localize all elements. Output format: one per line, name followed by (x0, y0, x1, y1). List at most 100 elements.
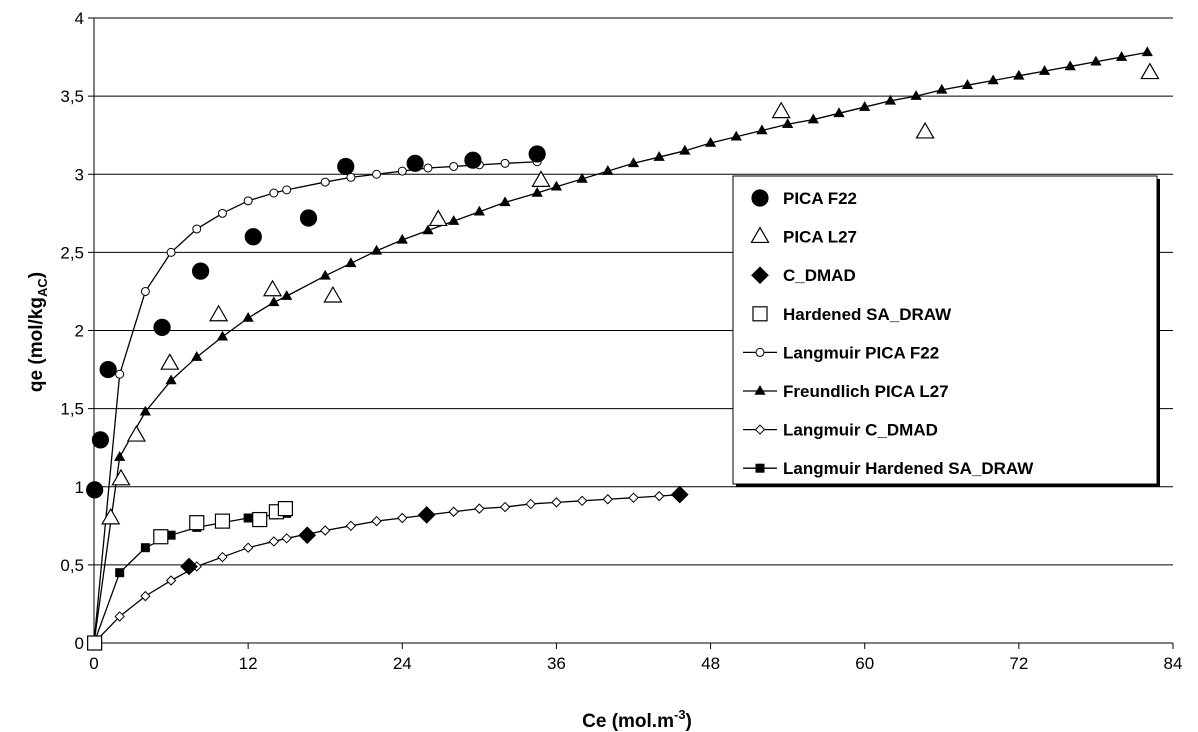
x-tick-label: 12 (239, 654, 258, 673)
data-point (140, 590, 151, 602)
x-axis-title-main: Ce (mol.m (582, 711, 674, 732)
series-line (93, 512, 287, 644)
legend-label: PICA F22 (783, 189, 857, 208)
data-point (550, 180, 563, 191)
y-tick-label: 0,5 (60, 556, 84, 575)
data-point (345, 520, 357, 532)
data-point (525, 498, 536, 510)
data-point (243, 196, 253, 206)
data-point (214, 513, 231, 529)
y-axis-title-subscript: AC (35, 278, 50, 297)
data-point (406, 154, 424, 172)
data-point (166, 247, 176, 257)
x-tick-label: 48 (701, 654, 720, 673)
data-point (165, 374, 177, 385)
data-point (346, 172, 356, 182)
data-point (653, 151, 665, 161)
data-point (244, 228, 262, 246)
y-axis-title-end: ) (26, 272, 47, 278)
series-freundlich-pica-l27 (93, 46, 1153, 644)
legend-item: Freundlich PICA L27 (743, 382, 949, 401)
series-pica-f22 (86, 145, 546, 499)
data-point (281, 290, 293, 300)
data-point (474, 503, 485, 514)
data-point (140, 543, 150, 553)
data-point (422, 224, 434, 235)
x-axis-title-superscript: -3 (674, 707, 686, 722)
data-point (423, 163, 433, 173)
legend-item: PICA L27 (750, 226, 857, 247)
data-point (464, 151, 482, 169)
data-point (627, 157, 640, 168)
data-point (987, 74, 999, 85)
data-point (165, 575, 177, 586)
y-tick-label: 2 (75, 322, 84, 341)
data-point (99, 360, 117, 379)
legend-item: Hardened SA_DRAW (752, 305, 952, 324)
x-tick-label: 84 (1164, 654, 1183, 673)
data-point (337, 157, 355, 176)
legend-label: Langmuir C_DMAD (783, 421, 938, 440)
data-point (397, 512, 408, 524)
y-tick-label: 1,5 (60, 400, 84, 419)
data-point (320, 525, 331, 536)
data-point (192, 262, 210, 280)
series-pica-l27 (101, 62, 1160, 525)
data-point (910, 90, 922, 100)
data-point (126, 424, 146, 442)
data-point (91, 431, 110, 449)
data-point (602, 494, 614, 505)
data-point (936, 83, 948, 94)
data-point (528, 145, 546, 163)
series-langmuir-pica-f22 (93, 157, 542, 644)
data-point (755, 347, 765, 357)
legend: PICA F22 PICA L27 C_DMAD Hardened SA_DRAW La… (732, 175, 1160, 487)
data-point (140, 286, 150, 296)
data-point (499, 501, 511, 513)
axes: 0 0,5 1 1,5 2 2,5 3 3,5 4 0 12 24 36 48 60 72 84 (60, 9, 1182, 673)
x-axis-title-end: ) (686, 711, 692, 732)
legend-box (732, 175, 1158, 485)
legend-label: Langmuir PICA F22 (783, 343, 939, 362)
data-point (755, 463, 765, 473)
data-point (396, 233, 408, 244)
data-point (1064, 60, 1076, 71)
data-point (192, 224, 202, 234)
data-point (653, 490, 665, 502)
data-point (1140, 62, 1160, 80)
data-point (180, 557, 198, 576)
data-point (771, 101, 791, 119)
data-point (500, 158, 510, 168)
data-point (242, 542, 254, 553)
x-axis-title: Ce (mol.m-3) (582, 707, 692, 732)
data-point (320, 177, 330, 187)
data-point (243, 513, 253, 523)
data-point (670, 485, 689, 504)
data-point (101, 507, 121, 525)
data-point (86, 481, 104, 499)
data-point (262, 279, 283, 297)
data-point (531, 186, 543, 197)
data-point (756, 124, 768, 135)
data-point (111, 468, 131, 486)
data-point (679, 144, 691, 155)
data-point (576, 172, 588, 183)
data-point (139, 405, 151, 416)
data-point (160, 353, 180, 370)
data-point (417, 506, 436, 524)
legend-label: C_DMAD (783, 266, 856, 285)
series-line (93, 493, 680, 644)
y-tick-label: 2,5 (60, 243, 84, 262)
data-point (277, 501, 293, 517)
data-point (298, 526, 317, 545)
data-point (114, 451, 126, 461)
data-point (754, 384, 766, 395)
x-tick-label: 36 (547, 654, 566, 673)
series-hardened-sa-draw (87, 501, 293, 651)
data-point (448, 215, 460, 225)
data-point (115, 568, 125, 578)
data-point (1038, 65, 1051, 75)
data-point (704, 136, 717, 147)
legend-item: PICA F22 (751, 189, 857, 208)
